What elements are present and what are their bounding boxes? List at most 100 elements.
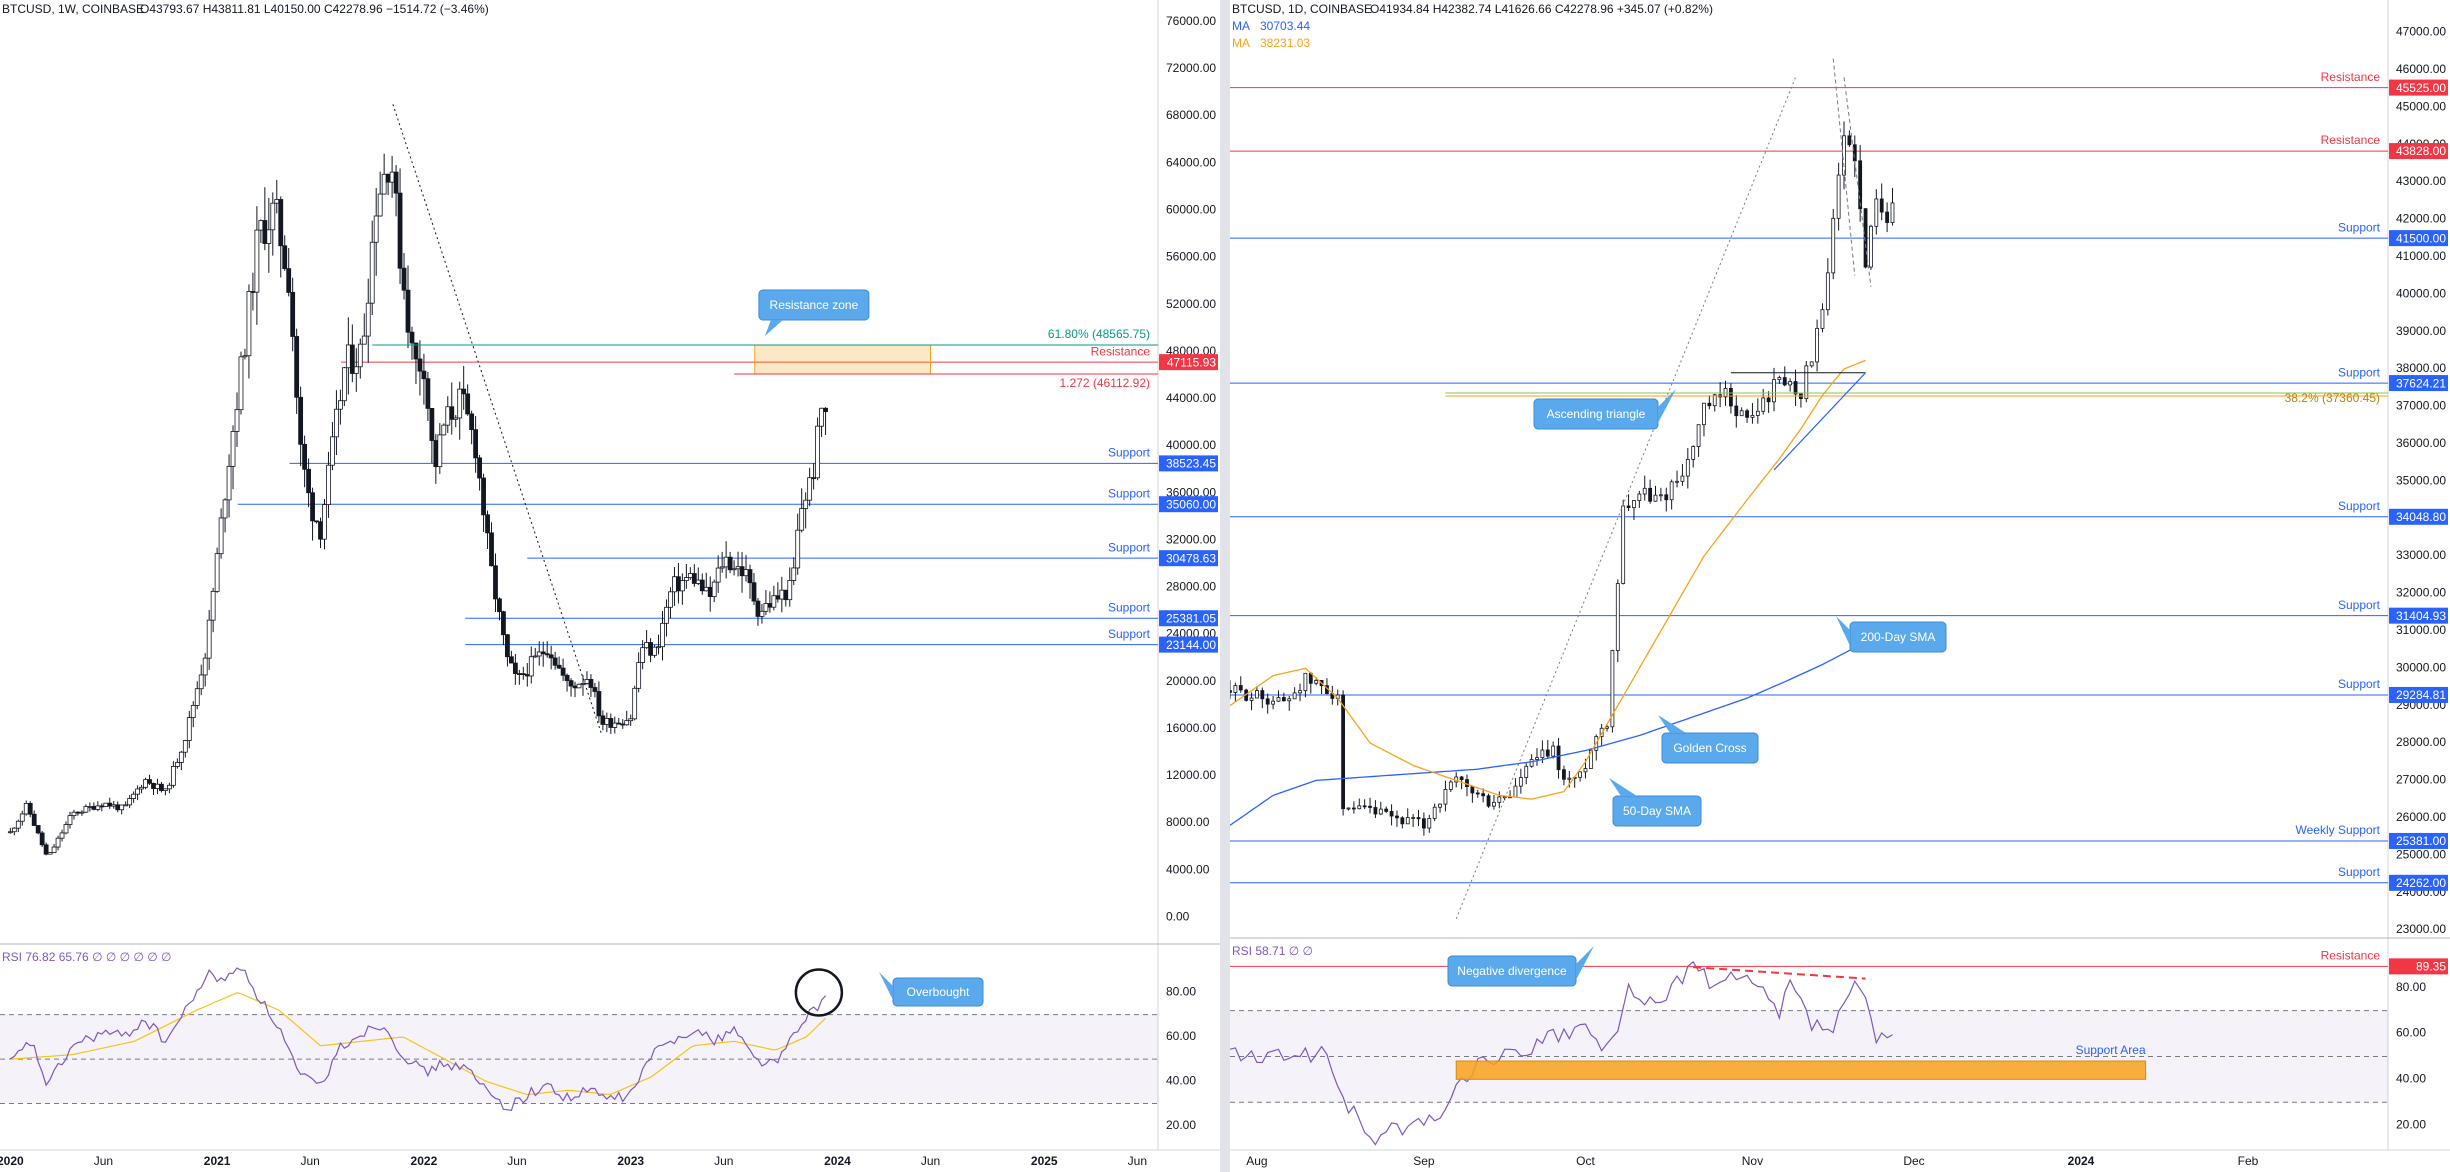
time-tick-label: 2020 — [0, 1154, 24, 1168]
pane-divider[interactable] — [1220, 0, 1230, 1172]
overbought-callout-tail — [879, 972, 893, 1000]
candle-body — [1680, 475, 1685, 482]
sma50-line — [1230, 359, 1866, 800]
candle-body — [779, 589, 785, 600]
candle-body — [636, 662, 642, 689]
candle-body — [457, 388, 463, 419]
candle-body — [1298, 690, 1302, 694]
price-badge: 23144.00 — [1159, 636, 1218, 653]
candle-body — [552, 657, 558, 666]
support-level-label: Support — [2338, 499, 2381, 513]
time-tick-label: Jun — [94, 1154, 113, 1168]
price-tick-label: 68000.00 — [1166, 108, 1216, 122]
fib-382-label: 38.2% (37360.45) — [2285, 391, 2380, 405]
candle-body — [75, 811, 81, 814]
candle-body — [516, 673, 522, 675]
candle-body — [544, 653, 550, 656]
time-tick-label: Jun — [507, 1154, 526, 1168]
candle-body — [182, 740, 188, 753]
candle-body — [453, 417, 459, 420]
candle-body — [345, 344, 351, 369]
time-tick-label: 2024 — [2068, 1154, 2095, 1168]
price-tick-label: 16000.00 — [1166, 721, 1216, 735]
price-tick-label: 25000.00 — [2396, 847, 2446, 861]
candle-body — [775, 595, 781, 600]
support-level-label: Support — [1108, 627, 1151, 641]
candle-body — [1664, 494, 1669, 501]
price-badge-label: 38523.45 — [1166, 457, 1216, 471]
resistance-level-label: Resistance — [1091, 344, 1151, 358]
support-level-label: Support — [1108, 446, 1151, 460]
rsi-badge-bg — [2389, 958, 2448, 975]
candle-body — [1815, 327, 1819, 363]
candle-body — [807, 477, 813, 501]
candle-body — [43, 844, 49, 855]
candle-body — [604, 718, 610, 725]
overbought-callout-label: Overbought — [907, 985, 970, 999]
candle-body — [1438, 803, 1442, 808]
candle-body — [365, 302, 371, 337]
candle-body — [83, 806, 89, 813]
price-badge-bg — [2389, 832, 2448, 849]
price-tick-label: 46000.00 — [2396, 62, 2446, 76]
time-tick-label: Feb — [2238, 1154, 2259, 1168]
price-tick-label: 40000.00 — [1166, 438, 1216, 452]
symbol-label: BTCUSD, 1D, COINBASE — [1232, 2, 1372, 16]
candle-body — [139, 786, 144, 790]
price-badge-bg — [2389, 607, 2448, 624]
candle-body — [47, 852, 53, 855]
price-badge-bg — [2389, 874, 2448, 891]
candle-body — [648, 642, 653, 656]
candle-body — [381, 173, 387, 195]
time-tick-label: 2024 — [824, 1154, 851, 1168]
price-axis[interactable]: 47000.0046000.0045000.0044000.0043000.00… — [2396, 25, 2446, 937]
candle-body — [1696, 424, 1701, 447]
candle-body — [699, 579, 705, 592]
price-tick-label: 20000.00 — [1166, 674, 1216, 688]
candle-body — [1820, 309, 1825, 329]
candle-body — [687, 573, 693, 579]
time-axis[interactable]: 2020 Jun 2021 Jun 2022 Jun 2023 Jun 2024 Jun 2025 J… — [0, 1154, 1147, 1168]
price-badge: 41500.00 — [2389, 230, 2448, 247]
candle-body — [672, 576, 677, 593]
daily-chart-pane: 47000.0046000.0045000.0044000.0043000.00… — [1230, 0, 2450, 1172]
candle-body — [505, 634, 510, 658]
price-badge-bg — [1159, 636, 1218, 653]
price-tick-label: 40000.00 — [2396, 286, 2446, 300]
price-tick-label: 12000.00 — [1166, 768, 1216, 782]
time-tick-label: Jun — [300, 1154, 319, 1168]
candle-body — [1384, 808, 1389, 812]
candle-body — [11, 827, 17, 833]
candle-body — [1470, 786, 1475, 794]
candle-body — [111, 804, 117, 807]
candle-body — [19, 813, 25, 822]
price-badge-label: 29284.81 — [2396, 688, 2446, 702]
candle-body — [326, 464, 331, 505]
candle-body — [771, 595, 777, 608]
price-axis[interactable]: 76000.00 72000.00 68000.00 64000.00 60000.00… — [1166, 14, 1216, 924]
candle-body — [413, 342, 419, 360]
candle-body — [1427, 818, 1432, 829]
candle-body — [1260, 690, 1265, 700]
candle-body — [1362, 805, 1367, 808]
candle-body — [51, 846, 57, 853]
price-tick-label: 43000.00 — [2396, 174, 2446, 188]
candle-body — [1869, 225, 1873, 268]
rsi-resistance-badge: 89.35 — [2389, 958, 2448, 975]
candle-body — [115, 804, 121, 811]
candle-body — [819, 407, 824, 427]
candle-body — [1448, 781, 1453, 790]
candle-body — [703, 586, 709, 592]
candle-body — [163, 788, 168, 791]
time-axis[interactable]: Aug Sep Oct Nov Dec 2024 Feb — [1246, 1154, 2258, 1168]
candle-body — [334, 408, 339, 438]
candle-body — [250, 291, 256, 293]
price-tick-label: 27000.00 — [2396, 773, 2446, 787]
candle-body — [1675, 480, 1679, 483]
price-tick-label: 42000.00 — [2396, 212, 2446, 226]
candle-body — [31, 813, 37, 826]
price-tick-label: 52000.00 — [1166, 297, 1216, 311]
candle-body — [1551, 745, 1556, 757]
candle-body — [294, 336, 300, 398]
candle-body — [683, 577, 689, 581]
